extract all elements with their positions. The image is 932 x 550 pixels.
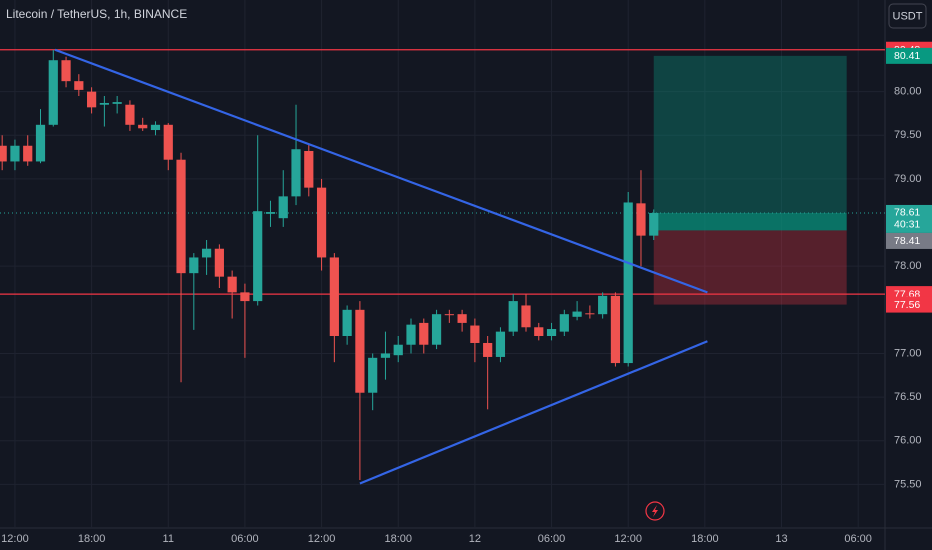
trendline: [359, 340, 708, 485]
y-tick-label: 77.00: [894, 347, 922, 359]
candle-body: [406, 324, 416, 345]
candle-body: [431, 314, 442, 345]
candle-body: [355, 309, 365, 393]
x-tick-label: 06:00: [538, 533, 566, 545]
candle-body: [521, 305, 531, 328]
candle-body: [649, 212, 659, 236]
candle-body: [623, 202, 633, 364]
last-price-tag: [886, 204, 932, 233]
candle-body: [470, 325, 480, 343]
position: [653, 55, 847, 305]
stop-tag: [886, 296, 932, 313]
event-icon[interactable]: [645, 501, 665, 521]
candle-body: [419, 322, 429, 345]
target-label: 80.41: [894, 50, 920, 62]
candle-body: [125, 104, 135, 125]
x-tick-label: 11: [163, 533, 174, 545]
y-tick-label: 76.50: [894, 391, 922, 403]
candle-body: [559, 314, 569, 332]
trendline: [54, 48, 708, 294]
candle-body: [0, 145, 7, 162]
candle-body: [176, 159, 186, 274]
plot: [0, 48, 885, 485]
candle-body: [636, 203, 646, 236]
event-icon-bolt: [652, 505, 658, 517]
candle-body: [10, 145, 20, 162]
currency-button[interactable]: [888, 3, 927, 29]
candle-body: [150, 124, 161, 131]
profit-zone: [653, 212, 847, 231]
stop-zone: [653, 230, 847, 305]
x-tick-label: 12:00: [308, 533, 336, 545]
x-tick-label: 18:00: [78, 533, 106, 545]
candle-body: [99, 102, 109, 105]
x-tick-label: 06:00: [231, 533, 259, 545]
candle-body: [87, 91, 97, 108]
candle-body: [393, 344, 403, 356]
candle-body: [35, 124, 46, 162]
candle-body: [48, 60, 58, 125]
candle-body: [240, 292, 250, 302]
candle-body: [534, 327, 544, 336]
candle-body: [138, 124, 148, 129]
x-tick-label: 18:00: [691, 533, 719, 545]
target-tag: [886, 47, 932, 64]
x-tick-label: 12:00: [614, 533, 642, 545]
chart-title: Litecoin / TetherUS, 1h, BINANCE: [6, 7, 187, 21]
candle-body: [74, 81, 84, 90]
y-tick-label: 79.50: [894, 129, 922, 141]
countdown-label: 40:31: [894, 219, 920, 231]
candle-body: [112, 102, 122, 104]
candle-body: [329, 257, 339, 336]
stop-label: 77.56: [894, 299, 920, 311]
candle-body: [304, 150, 314, 188]
y-tick-label: 78.00: [894, 260, 922, 272]
candle-body: [495, 331, 506, 357]
candle-body: [508, 301, 518, 332]
candle-body: [368, 357, 378, 393]
candle-body: [610, 295, 621, 364]
candle-body: [598, 295, 608, 315]
last-price-label: 78.61: [894, 207, 920, 219]
candle-body: [546, 329, 557, 336]
x-tick-label: 06:00: [844, 533, 872, 545]
candle-body: [189, 257, 199, 274]
candle-body: [227, 276, 237, 293]
candle-body: [457, 314, 467, 323]
x-tick-label: 12: [469, 533, 481, 545]
x-tick-label: 13: [775, 533, 787, 545]
candle-body: [572, 311, 582, 317]
candle-body: [61, 60, 71, 82]
candle-body: [444, 314, 454, 316]
x-tick-label: 12:00: [1, 533, 29, 545]
entry-tag: [886, 232, 932, 249]
y-tick-label: 79.00: [894, 173, 922, 185]
y-tick-label: 80.00: [894, 86, 922, 98]
candle-body: [214, 248, 224, 277]
currency-label[interactable]: USDT: [893, 10, 923, 22]
x-tick-label: 18:00: [384, 533, 412, 545]
candle-body: [380, 353, 391, 358]
candle-body: [265, 212, 276, 214]
y-tick-label: 75.50: [894, 478, 922, 490]
candle-body: [316, 187, 327, 258]
y-tick-label: 76.00: [894, 435, 922, 447]
candle-body: [342, 309, 352, 336]
candle-body: [23, 145, 33, 162]
candle-body: [291, 149, 301, 197]
entry-label: 78.41: [894, 235, 920, 247]
candle-body: [483, 342, 493, 357]
candle-body: [163, 124, 173, 160]
candle-body: [253, 211, 263, 302]
target-zone: [653, 55, 847, 231]
candle-body: [585, 313, 595, 315]
candle-body: [278, 196, 288, 219]
candle-body: [201, 248, 212, 258]
